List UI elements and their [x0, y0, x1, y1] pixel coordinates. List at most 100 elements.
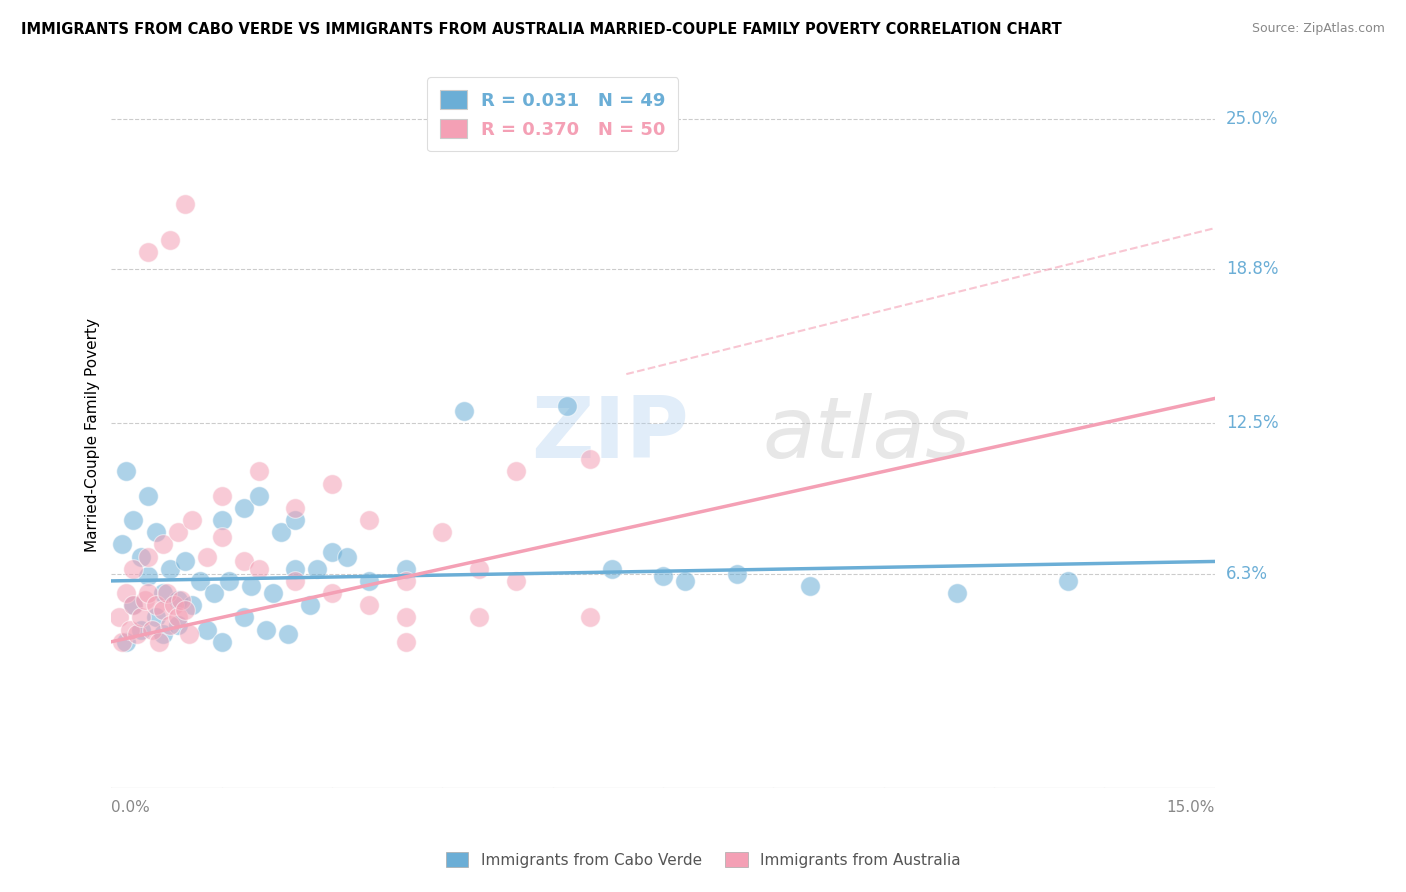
Text: ZIP: ZIP	[530, 393, 689, 476]
Point	[136, 245, 159, 260]
Point	[247, 465, 270, 479]
Point	[946, 586, 969, 600]
Point	[111, 634, 134, 648]
Point	[136, 569, 159, 583]
Point	[284, 574, 307, 588]
Point	[321, 545, 343, 559]
Point	[141, 623, 163, 637]
Point	[336, 549, 359, 564]
Point	[453, 403, 475, 417]
Point	[181, 513, 204, 527]
Point	[115, 586, 138, 600]
Point	[284, 513, 307, 527]
Point	[321, 476, 343, 491]
Point	[211, 530, 233, 544]
Point	[145, 525, 167, 540]
Point	[211, 513, 233, 527]
Point	[174, 603, 197, 617]
Point	[129, 610, 152, 624]
Point	[357, 513, 380, 527]
Point	[673, 574, 696, 588]
Point	[118, 623, 141, 637]
Legend: Immigrants from Cabo Verde, Immigrants from Australia: Immigrants from Cabo Verde, Immigrants f…	[437, 844, 969, 875]
Point	[395, 610, 418, 624]
Point	[155, 586, 177, 600]
Point	[152, 537, 174, 551]
Point	[468, 610, 491, 624]
Point	[395, 574, 418, 588]
Point	[195, 549, 218, 564]
Point	[136, 586, 159, 600]
Point	[129, 549, 152, 564]
Point	[107, 610, 129, 624]
Text: 25.0%: 25.0%	[1226, 110, 1278, 128]
Point	[211, 634, 233, 648]
Point	[122, 599, 145, 613]
Point	[202, 586, 225, 600]
Point	[111, 537, 134, 551]
Point	[174, 554, 197, 568]
Point	[298, 599, 321, 613]
Point	[166, 593, 188, 607]
Point	[115, 634, 138, 648]
Point	[578, 610, 600, 624]
Text: 18.8%: 18.8%	[1226, 260, 1278, 278]
Point	[211, 489, 233, 503]
Point	[505, 574, 527, 588]
Point	[232, 610, 254, 624]
Point	[321, 586, 343, 600]
Point	[284, 562, 307, 576]
Point	[1056, 574, 1078, 588]
Point	[152, 586, 174, 600]
Text: Source: ZipAtlas.com: Source: ZipAtlas.com	[1251, 22, 1385, 36]
Point	[254, 623, 277, 637]
Point	[505, 465, 527, 479]
Point	[177, 627, 200, 641]
Point	[159, 233, 181, 247]
Point	[600, 562, 623, 576]
Point	[136, 549, 159, 564]
Point	[218, 574, 240, 588]
Text: 0.0%: 0.0%	[111, 800, 150, 815]
Point	[159, 617, 181, 632]
Point	[166, 617, 188, 632]
Point	[247, 489, 270, 503]
Point	[270, 525, 292, 540]
Point	[195, 623, 218, 637]
Point	[357, 599, 380, 613]
Point	[122, 562, 145, 576]
Text: IMMIGRANTS FROM CABO VERDE VS IMMIGRANTS FROM AUSTRALIA MARRIED-COUPLE FAMILY PO: IMMIGRANTS FROM CABO VERDE VS IMMIGRANTS…	[21, 22, 1062, 37]
Point	[247, 562, 270, 576]
Point	[166, 525, 188, 540]
Point	[284, 500, 307, 515]
Point	[232, 500, 254, 515]
Text: atlas: atlas	[762, 393, 970, 476]
Point	[799, 579, 821, 593]
Point	[163, 599, 186, 613]
Point	[152, 627, 174, 641]
Point	[166, 610, 188, 624]
Text: 15.0%: 15.0%	[1167, 800, 1215, 815]
Point	[395, 562, 418, 576]
Point	[357, 574, 380, 588]
Point	[652, 569, 675, 583]
Point	[557, 399, 579, 413]
Point	[240, 579, 263, 593]
Point	[170, 593, 193, 607]
Point	[174, 196, 197, 211]
Point	[468, 562, 491, 576]
Point	[262, 586, 284, 600]
Point	[188, 574, 211, 588]
Point	[122, 599, 145, 613]
Point	[725, 566, 748, 581]
Point	[122, 513, 145, 527]
Point	[136, 489, 159, 503]
Point	[148, 634, 170, 648]
Point	[181, 599, 204, 613]
Y-axis label: Married-Couple Family Poverty: Married-Couple Family Poverty	[86, 318, 100, 552]
Point	[145, 599, 167, 613]
Text: 12.5%: 12.5%	[1226, 414, 1278, 432]
Point	[115, 465, 138, 479]
Point	[432, 525, 454, 540]
Point	[152, 603, 174, 617]
